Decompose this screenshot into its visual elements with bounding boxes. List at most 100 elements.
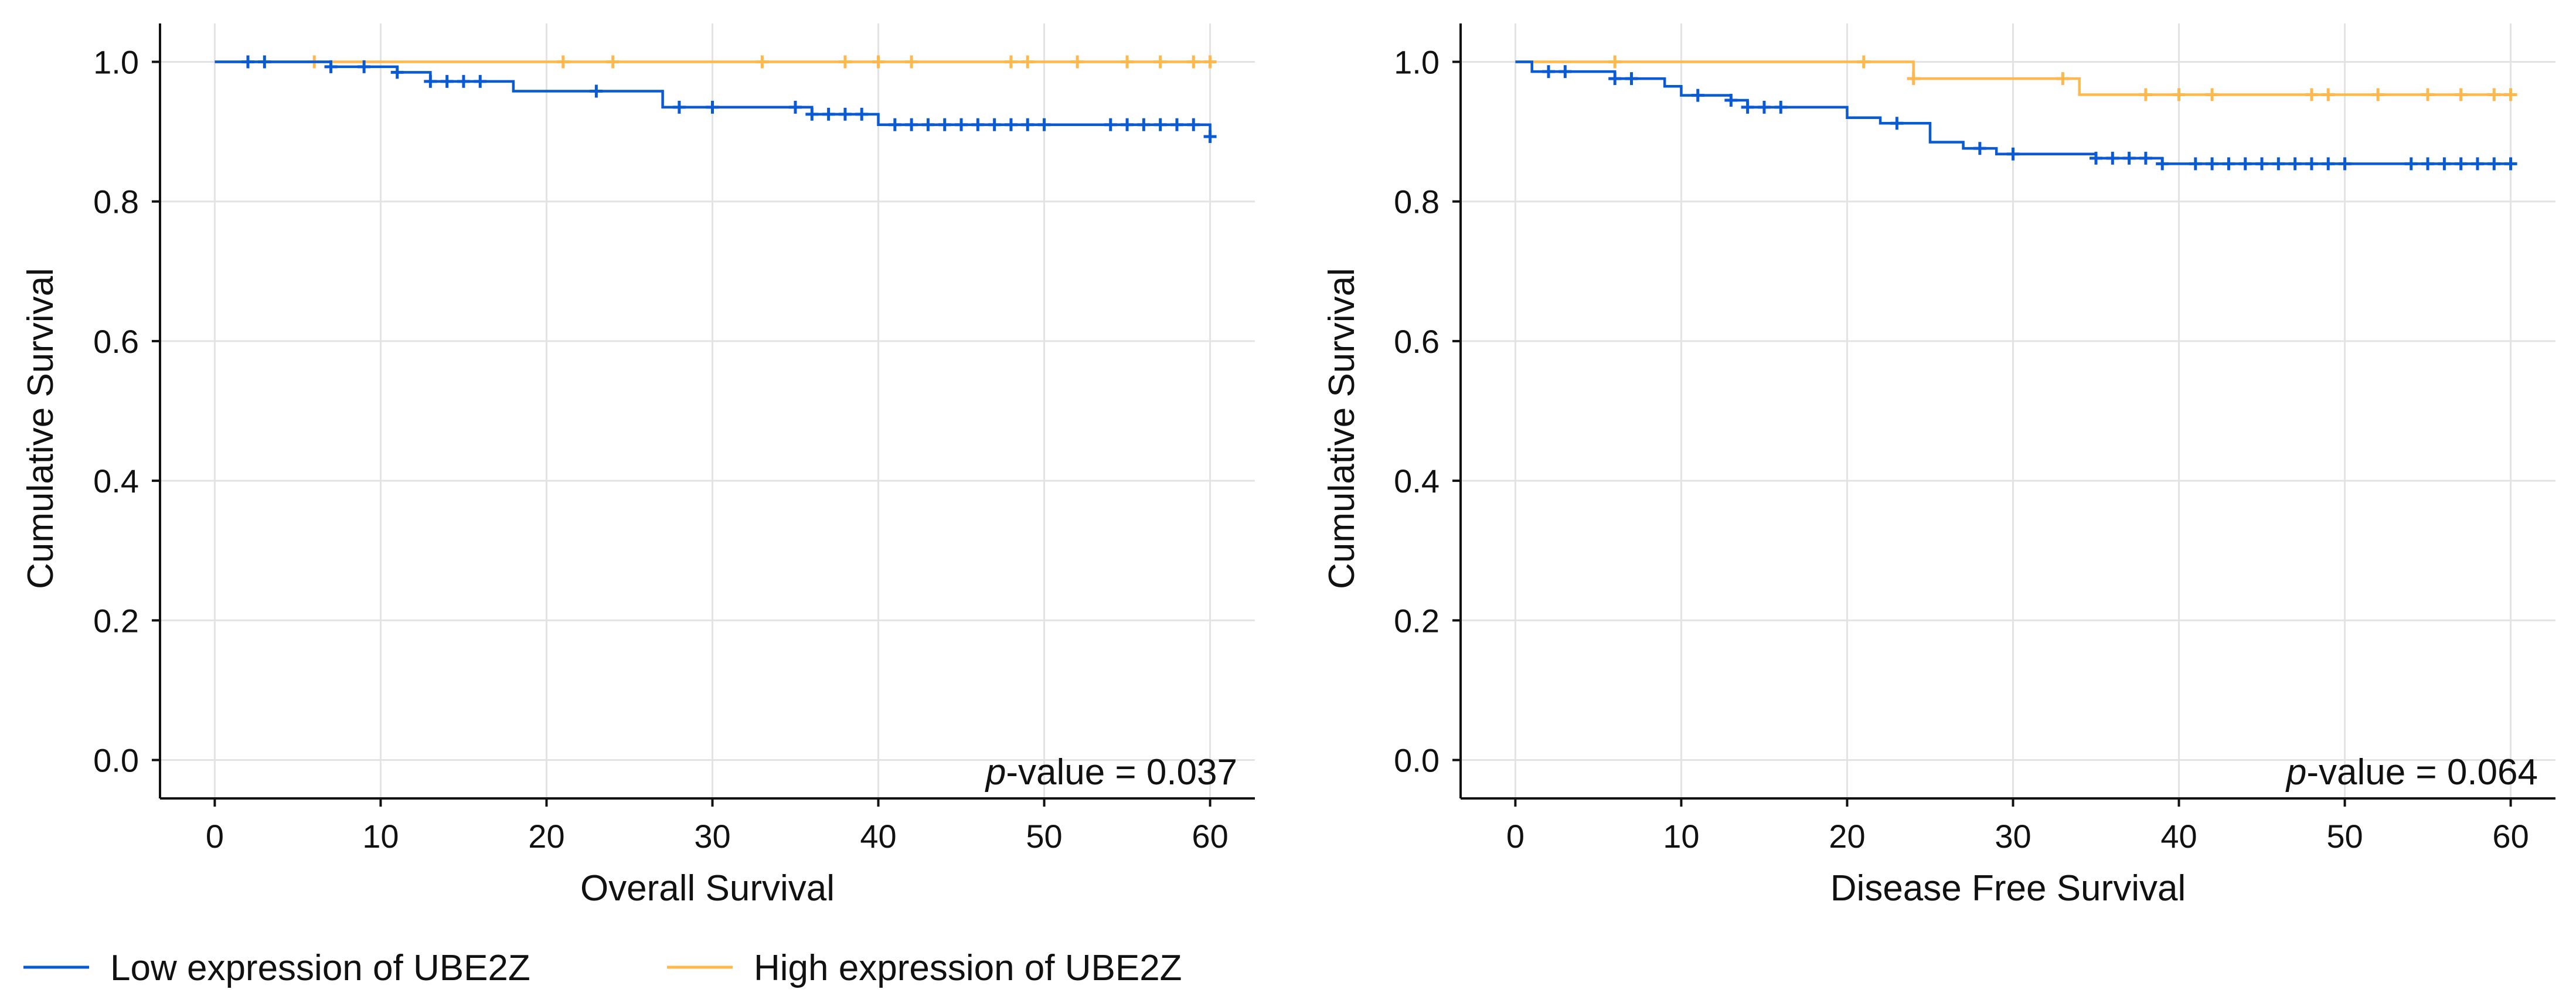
p-value-annotation: p-value = 0.064 bbox=[2285, 752, 2538, 793]
censor-mark-high bbox=[1608, 55, 1622, 69]
x-tick-label: 20 bbox=[528, 818, 564, 855]
censor-mark-low bbox=[1137, 118, 1151, 131]
censor-mark-high bbox=[1021, 55, 1035, 69]
censor-mark-low bbox=[358, 60, 371, 73]
x-tick-label: 20 bbox=[1829, 818, 1865, 855]
censor-mark-high bbox=[2454, 88, 2468, 101]
censor-mark-low bbox=[1542, 65, 1556, 79]
censor-mark-low bbox=[474, 74, 487, 88]
censor-mark-low bbox=[590, 84, 603, 98]
censor-mark-high bbox=[1187, 55, 1200, 69]
p-value-annotation: p-value = 0.037 bbox=[985, 752, 1237, 793]
censor-mark-high bbox=[1857, 55, 1870, 69]
y-tick-label: 0.0 bbox=[1394, 742, 1440, 778]
disease-free-survival-panel: 0 10 20 30 40 50 60 0.0 0.2 0.4 0.6 0.8 1.0 Disease F… bbox=[1322, 23, 2555, 909]
censor-mark-high bbox=[2487, 88, 2501, 101]
y-tick-label: 0.4 bbox=[1394, 463, 1440, 499]
censor-mark-low bbox=[424, 74, 437, 88]
censor-mark-low bbox=[822, 107, 835, 121]
series-high bbox=[1515, 55, 2517, 101]
censor-mark-high bbox=[1153, 55, 1167, 69]
censor-mark-high bbox=[556, 55, 570, 69]
censor-mark-low bbox=[1170, 118, 1183, 131]
censor-mark-low bbox=[672, 100, 686, 114]
censor-mark-low bbox=[2470, 157, 2484, 171]
censor-mark-low bbox=[888, 118, 901, 131]
censor-mark-low bbox=[440, 74, 454, 88]
series-low bbox=[1515, 60, 2517, 171]
censor-mark-high bbox=[1907, 72, 1920, 86]
censor-mark-low bbox=[2238, 157, 2252, 171]
y-tick-label: 0.8 bbox=[1394, 183, 1440, 220]
censor-mark-low bbox=[2006, 147, 2020, 161]
censor-mark-low bbox=[1037, 118, 1051, 131]
legend-label-high: High expression of UBE2Z bbox=[754, 948, 1182, 988]
y-tick-label: 0.6 bbox=[93, 323, 139, 360]
censor-mark-high bbox=[1071, 55, 1084, 69]
x-tick-label: 0 bbox=[1506, 818, 1524, 855]
censor-mark-high bbox=[2322, 88, 2335, 101]
censor-mark-low bbox=[838, 107, 852, 121]
censor-mark-low bbox=[1021, 118, 1035, 131]
y-axis-title: Cumulative Survival bbox=[1322, 268, 1362, 589]
censor-mark-low bbox=[1625, 72, 1638, 86]
censor-mark-high bbox=[872, 55, 885, 69]
y-tick-label: 0.2 bbox=[93, 602, 139, 639]
legend: Low expression of UBE2Z High expression … bbox=[23, 948, 1182, 988]
censor-mark-high bbox=[2139, 88, 2152, 101]
censor-mark-low bbox=[1890, 117, 1904, 130]
x-tick-label: 30 bbox=[1995, 818, 2031, 855]
x-tick-label: 50 bbox=[1026, 818, 1062, 855]
censor-mark-low bbox=[2504, 157, 2517, 171]
x-tick-label: 10 bbox=[1663, 818, 1699, 855]
censor-mark-low bbox=[2438, 157, 2451, 171]
survival-curve-low bbox=[1515, 60, 2511, 165]
censor-mark-low bbox=[2421, 157, 2435, 171]
censor-mark-low bbox=[457, 74, 470, 88]
censor-mark-low bbox=[706, 100, 719, 114]
censor-mark-low bbox=[1724, 94, 1738, 107]
censor-mark-low bbox=[1203, 130, 1217, 143]
censor-mark-low bbox=[1973, 142, 1986, 155]
censor-mark-low bbox=[1608, 72, 1622, 86]
censor-mark-low bbox=[955, 118, 968, 131]
censor-mark-low bbox=[2288, 157, 2302, 171]
censor-mark-low bbox=[938, 118, 951, 131]
x-tick-label: 30 bbox=[694, 818, 730, 855]
censor-mark-low bbox=[1153, 118, 1167, 131]
censor-mark-low bbox=[1004, 118, 1018, 131]
legend-label-low: Low expression of UBE2Z bbox=[110, 948, 530, 988]
y-tick-label: 1.0 bbox=[1394, 44, 1440, 81]
censor-mark-low bbox=[258, 55, 271, 69]
censor-mark-low bbox=[789, 100, 802, 114]
censor-mark-low bbox=[905, 118, 918, 131]
censor-mark-low bbox=[1741, 100, 1754, 114]
censor-mark-high bbox=[2504, 88, 2517, 101]
x-tick-label: 0 bbox=[206, 818, 224, 855]
y-axis-title: Cumulative Survival bbox=[21, 268, 61, 589]
censor-mark-low bbox=[1757, 100, 1771, 114]
censor-mark-high bbox=[1121, 55, 1134, 69]
censor-mark-low bbox=[2206, 157, 2219, 171]
p-value-text: -value = 0.037 bbox=[1006, 752, 1237, 793]
censor-mark-low bbox=[2454, 157, 2468, 171]
y-tick-label: 1.0 bbox=[93, 44, 139, 81]
y-tick-label: 0.6 bbox=[1394, 323, 1440, 360]
censor-mark-low bbox=[1691, 89, 1704, 102]
censor-mark-low bbox=[1121, 118, 1134, 131]
censor-mark-low bbox=[1187, 118, 1200, 131]
censor-mark-high bbox=[756, 55, 769, 69]
censor-mark-high bbox=[838, 55, 852, 69]
censor-mark-high bbox=[905, 55, 918, 69]
censor-mark-high bbox=[2206, 88, 2219, 101]
censor-mark-low bbox=[2338, 157, 2352, 171]
censor-mark-low bbox=[2106, 151, 2119, 165]
censor-mark-low bbox=[921, 118, 935, 131]
censor-mark-high bbox=[2305, 88, 2318, 101]
censor-mark-low bbox=[2255, 157, 2269, 171]
censor-mark-low bbox=[1558, 65, 1572, 79]
x-tick-label: 40 bbox=[860, 818, 896, 855]
p-value-italic-p: p bbox=[2285, 752, 2306, 793]
censor-mark-low bbox=[2122, 151, 2136, 165]
